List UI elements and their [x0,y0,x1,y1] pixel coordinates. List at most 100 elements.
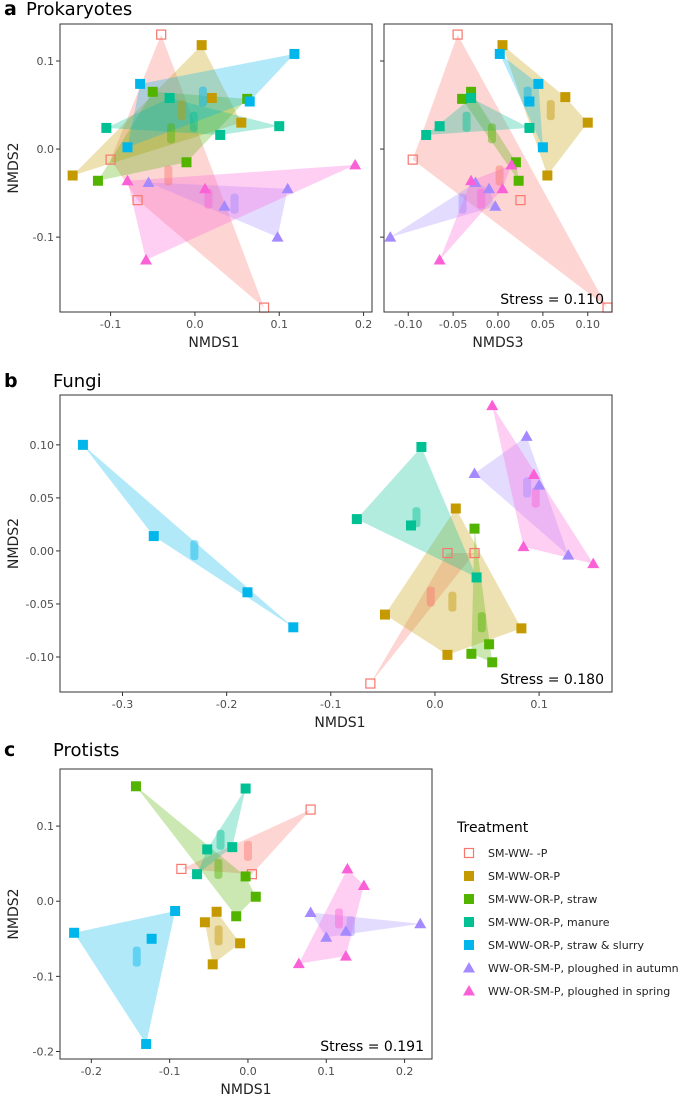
point-ww-or-sm-p-ploughed-in-spring-2 [341,862,354,874]
point-sm-ww-or-p-straw-3 [510,157,521,168]
point-ww-or-sm-p-ploughed-in-autumn-3 [562,549,575,560]
point-sm-ww-p-1 [452,29,463,40]
y-tick-label: 0.0 [37,143,55,156]
hull-ww-or-sm-p-ploughed-in-autumn [390,182,496,238]
point-sm-ww-p-2 [442,547,453,559]
prokaryotes-nmds1-plot: -0.1 0.0 0.1 0.2 -0.1 0.0 0.1 NMDS1 NMDS2 [6,23,373,351]
point-sm-ww-or-p-manure-3 [466,92,477,103]
legend-key-sm-ww-or-p-straw-slurry [464,940,474,950]
point-sm-ww-or-p-straw-2 [466,648,477,659]
x-tick-label: 0.2 [396,1065,414,1078]
point-sm-ww-or-p-straw-slurry-3 [242,587,253,598]
centroid-ww-or-sm-p-ploughed-in-spring [477,188,486,209]
point-ww-or-sm-p-ploughed-in-spring-2 [465,174,478,186]
hull-sm-ww-p [181,809,311,875]
hull-sm-ww-or-p-straw [471,528,493,663]
point-sm-ww-or-p-manure-4 [524,122,535,133]
legend-item-sm-ww-or-p-manure: SM-WW-OR-P, manure [464,916,610,929]
treatment-legend: Treatment SM-WW- -P SM-WW-OR-P SM-WW-OR-P,… [456,820,679,998]
panel-letter-a: a [4,0,17,20]
centroid-sm-ww-p [243,840,252,861]
panel-letter-b: b [4,370,18,392]
point-sm-ww-or-p-straw-slurry-1 [77,439,88,450]
legend-title: Treatment [456,820,529,836]
y-tick-label: -0.05 [26,598,54,611]
point-sm-ww-p-4 [602,302,613,313]
x-tick-label: -0.05 [439,318,467,331]
point-sm-ww-or-p-manure-3 [215,129,226,140]
plot-background [384,24,612,312]
point-ww-or-sm-p-ploughed-in-spring-2 [199,182,212,194]
hull-layer [72,34,356,308]
fungi-nmds-plot: -0.3 -0.2 -0.1 0.0 0.1 -0.10 -0.05 0.00 0.05 0.10… [6,394,613,731]
point-ww-or-sm-p-ploughed-in-autumn-4 [414,917,427,929]
legend-key-sm-ww-or-p-manure [464,917,474,927]
point-sm-ww-or-p-manure-1 [101,122,112,133]
point-ww-or-sm-p-ploughed-in-spring-2 [527,468,540,480]
point-layer [384,29,613,313]
stress-label: Stress = 0.110 [500,292,604,308]
point-sm-ww-or-p-4 [235,938,246,949]
point-sm-ww-p-2 [105,154,116,165]
point-sm-ww-p-3 [132,195,143,206]
y-axis-title: NMDS2 [6,142,22,193]
point-sm-ww-or-p-straw-4 [487,657,498,668]
point-ww-or-sm-p-ploughed-in-autumn-1 [142,176,155,188]
point-sm-ww-or-p-straw-2 [240,871,251,882]
legend-item-sm-ww-or-p-straw: SM-WW-OR-P, straw [464,893,597,906]
x-tick-label: 0.0 [186,318,204,331]
centroid-sm-ww-or-p-straw [167,123,176,144]
point-ww-or-sm-p-ploughed-in-autumn-3 [483,182,496,194]
point-sm-ww-p-3 [515,195,526,206]
point-ww-or-sm-p-ploughed-in-autumn-2 [320,931,333,942]
x-tick-label: -0.1 [159,1065,180,1078]
point-sm-ww-p-1 [365,678,376,689]
centroid-sm-ww-or-p-straw-slurry [132,946,141,967]
point-sm-ww-or-p-straw-slurry-1 [494,48,505,59]
point-sm-ww-or-p-straw-slurry-1 [135,78,146,89]
point-sm-ww-or-p-manure-4 [471,572,482,583]
hull-ww-or-sm-p-ploughed-in-autumn [474,436,569,556]
y-axis-title: NMDS2 [6,518,22,569]
point-sm-ww-or-p-3 [207,959,218,970]
point-sm-ww-or-p-1 [379,609,390,620]
y-tick-label: -0.1 [33,970,54,983]
centroid-sm-ww-or-p-straw-slurry [190,540,199,561]
point-ww-or-sm-p-ploughed-in-autumn-2 [218,200,231,211]
point-sm-ww-or-p-straw-slurry-3 [244,96,255,107]
stress-label: Stress = 0.180 [500,672,604,688]
plot-background [60,769,432,1059]
centroid-ww-or-sm-p-ploughed-in-autumn [230,193,239,214]
point-sm-ww-or-p-4 [542,170,553,181]
x-tick-label: -0.10 [394,318,422,331]
point-sm-ww-or-p-straw-slurry-2 [148,531,159,542]
point-sm-ww-or-p-straw-slurry-3 [170,905,181,916]
x-tick-label: 0.05 [531,318,556,331]
panel-title-fungi: Fungi [53,371,102,392]
point-sm-ww-or-p-straw-slurry-4 [141,1038,152,1049]
x-axis-title: NMDS3 [472,335,523,351]
point-ww-or-sm-p-ploughed-in-autumn-4 [271,231,284,242]
legend-label: SM-WW-OR-P, straw & slurry [488,939,645,952]
legend-item-sm-ww-p: SM-WW- -P [463,847,548,860]
x-tick-label: 0.00 [486,318,511,331]
point-sm-ww-or-p-straw-slurry-3 [524,96,535,107]
point-ww-or-sm-p-ploughed-in-autumn-3 [339,925,352,936]
point-sm-ww-or-p-manure-2 [164,92,175,103]
point-ww-or-sm-p-ploughed-in-autumn-3 [281,182,294,194]
point-sm-ww-or-p-3 [206,92,217,103]
point-sm-ww-p-2 [305,804,316,815]
point-sm-ww-or-p-3 [582,117,593,128]
legend-label: WW-OR-SM-P, ploughed in spring [488,985,670,998]
hull-sm-ww-p [370,553,475,684]
hull-sm-ww-or-p-manure [106,98,280,135]
point-sm-ww-or-p-manure-2 [434,121,445,132]
stress-label: Stress = 0.191 [320,1039,424,1055]
point-sm-ww-or-p-straw-1 [469,523,480,534]
centroid-sm-ww-or-p [214,925,223,946]
legend-label: WW-OR-SM-P, ploughed in autumn [488,962,679,975]
centroid-ww-or-sm-p-ploughed-in-autumn [458,193,467,214]
point-sm-ww-or-p-2 [67,170,78,181]
point-sm-ww-or-p-straw-slurry-4 [289,48,300,59]
point-sm-ww-or-p-3 [442,649,453,660]
